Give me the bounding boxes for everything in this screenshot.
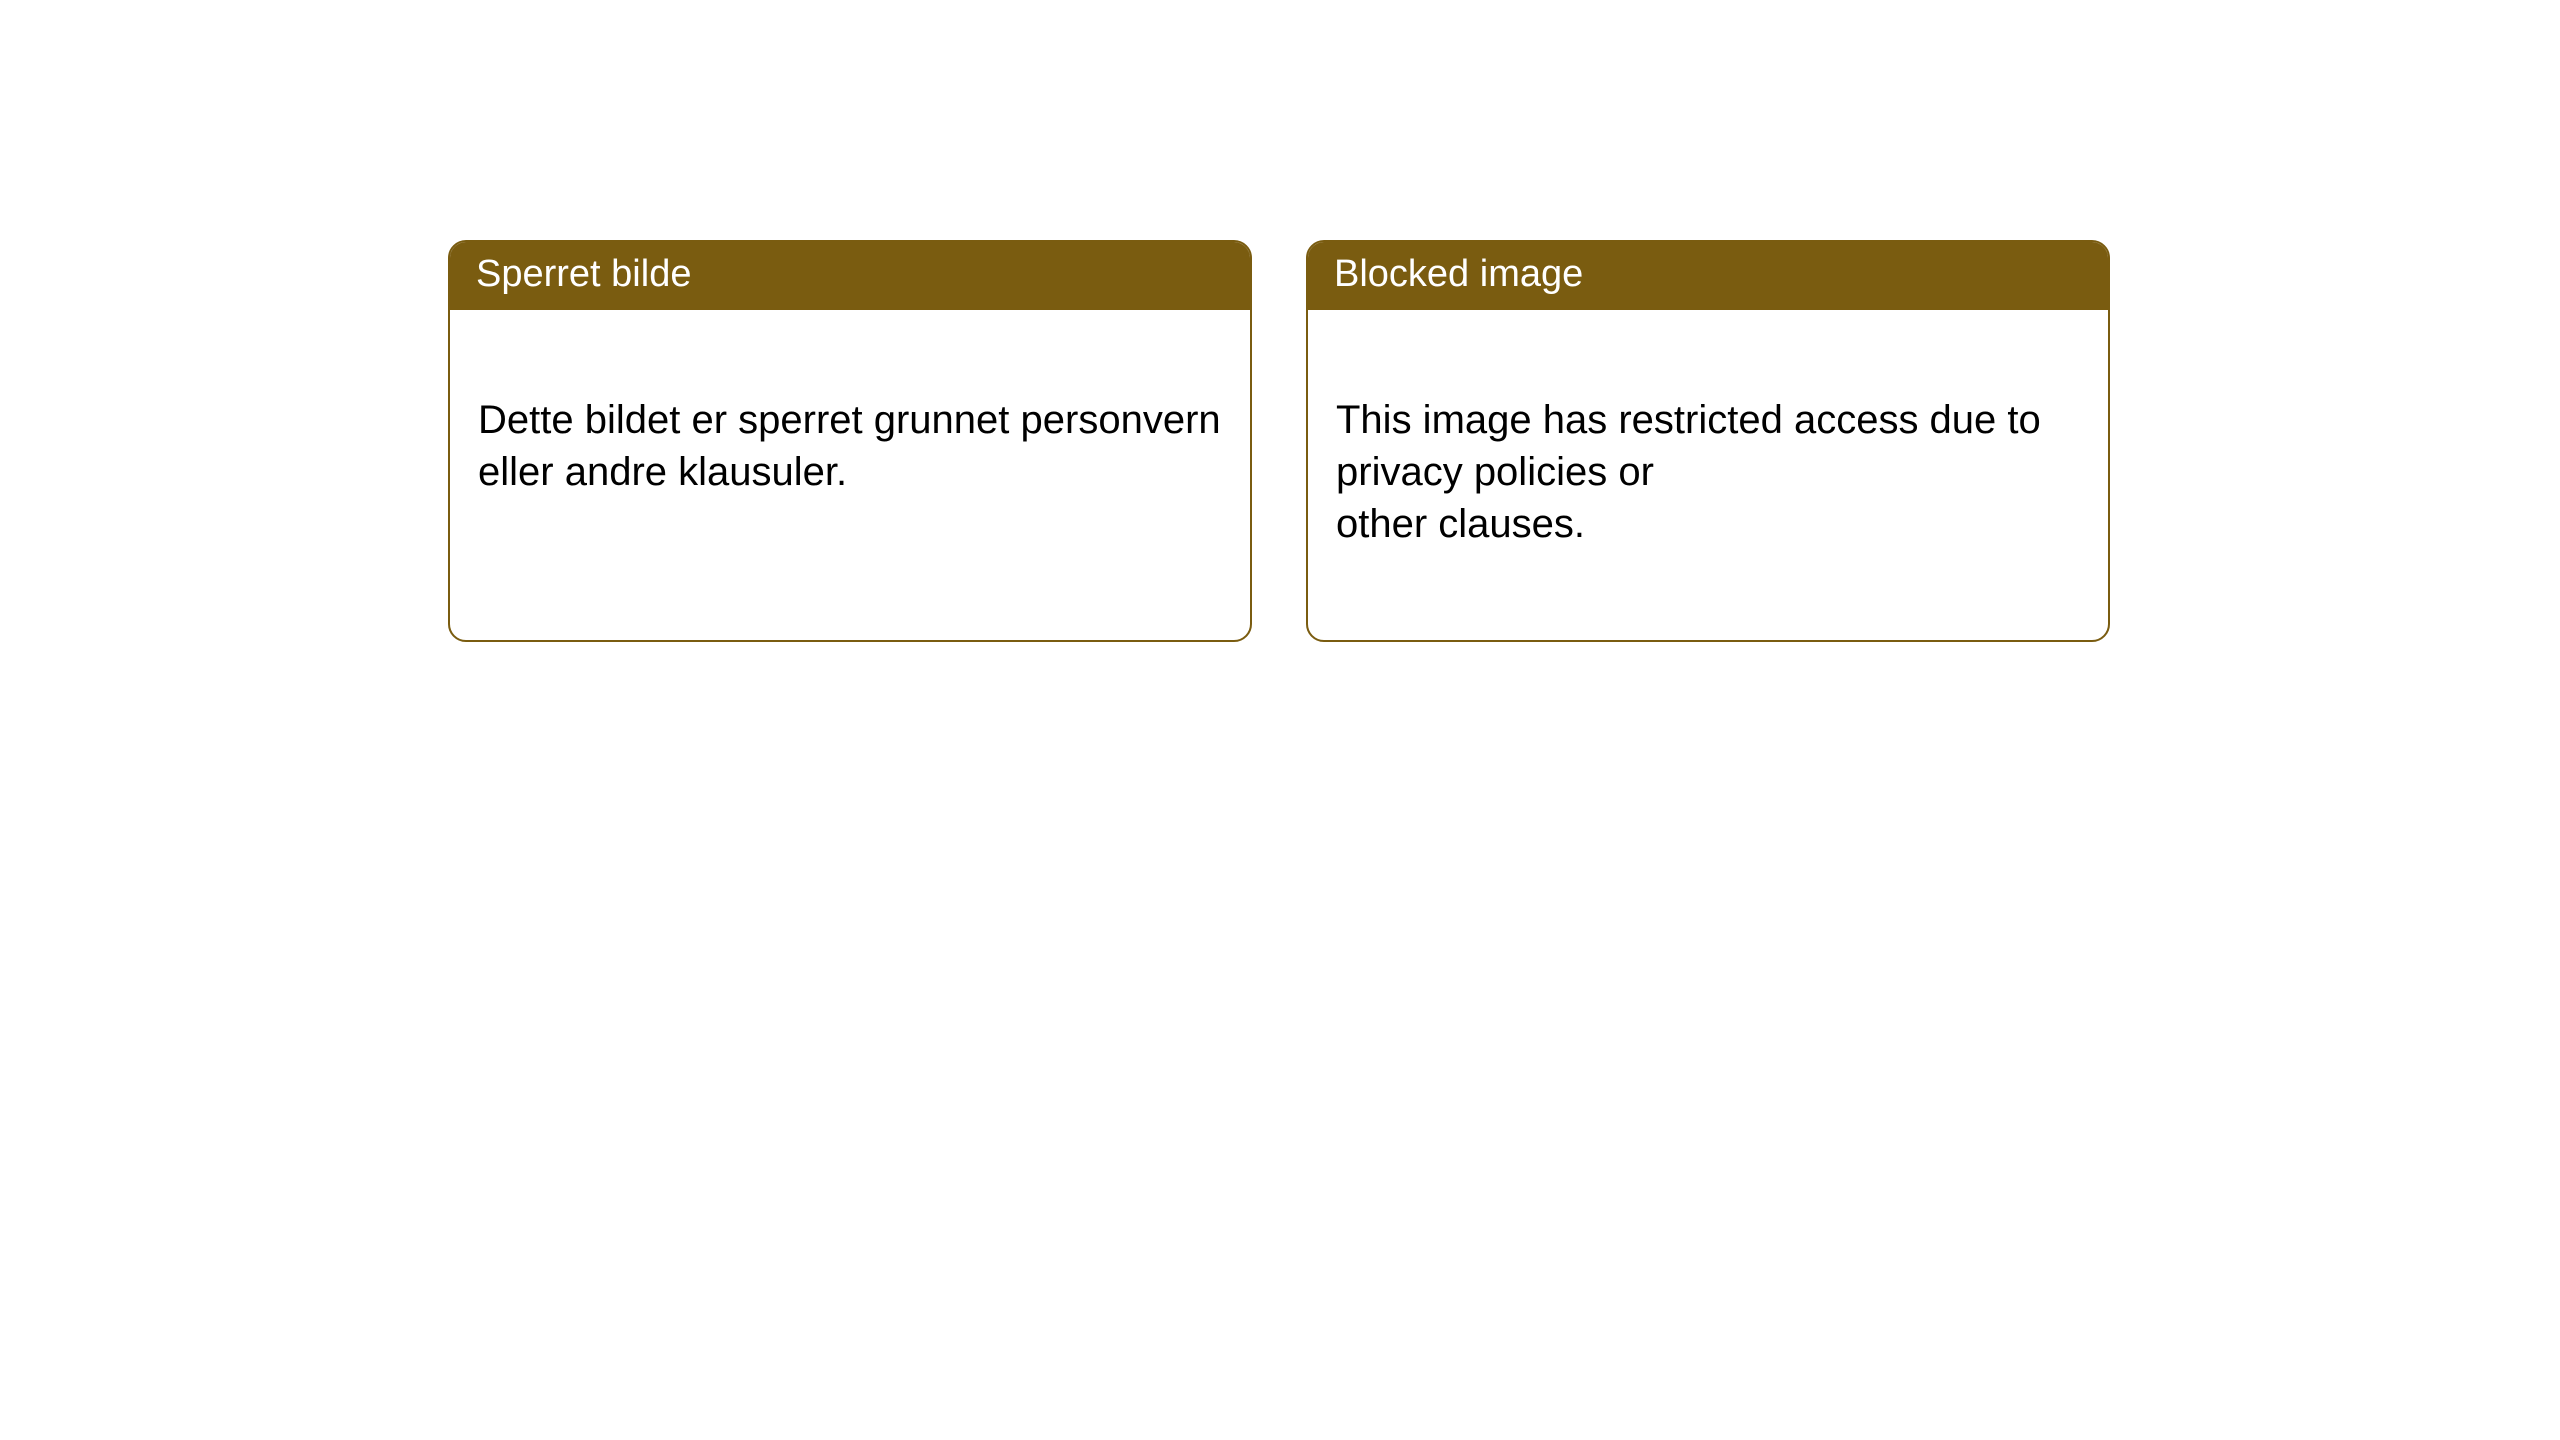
card-body-text: This image has restricted access due to … bbox=[1336, 398, 2041, 546]
card-header: Blocked image bbox=[1308, 242, 2108, 310]
card-body: Dette bildet er sperret grunnet personve… bbox=[450, 310, 1250, 588]
notice-card-english: Blocked image This image has restricted … bbox=[1306, 240, 2110, 642]
card-body-text: Dette bildet er sperret grunnet personve… bbox=[478, 398, 1221, 494]
notice-container: Sperret bilde Dette bildet er sperret gr… bbox=[0, 0, 2560, 642]
notice-card-norwegian: Sperret bilde Dette bildet er sperret gr… bbox=[448, 240, 1252, 642]
card-title: Sperret bilde bbox=[476, 253, 691, 295]
card-body: This image has restricted access due to … bbox=[1308, 310, 2108, 640]
card-header: Sperret bilde bbox=[450, 242, 1250, 310]
card-title: Blocked image bbox=[1334, 253, 1583, 295]
